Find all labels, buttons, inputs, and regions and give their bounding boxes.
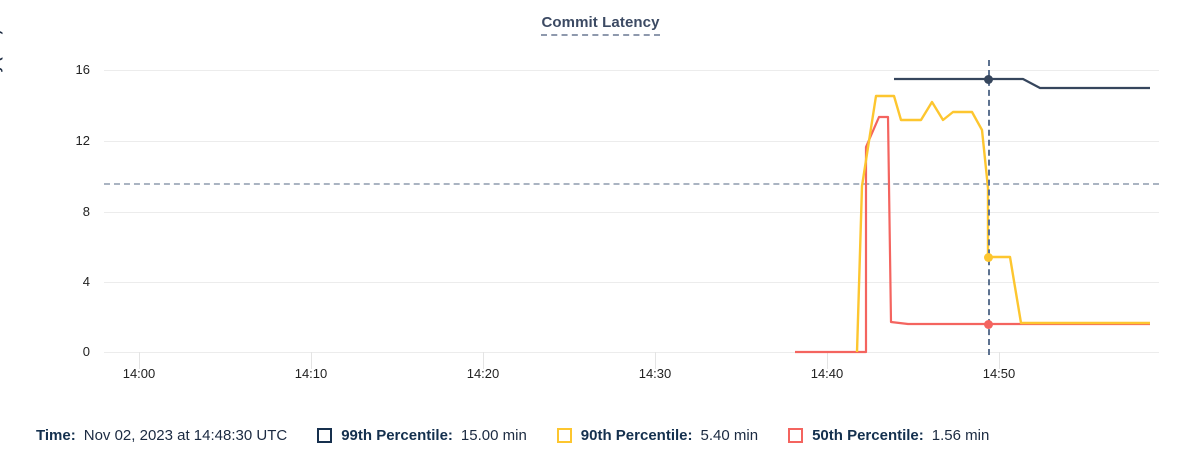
legend-value-90th: 5.40 min (700, 426, 759, 444)
legend-item-90th[interactable]: 90th Percentile: 5.40 min (556, 426, 759, 444)
series-plot (795, 77, 1150, 354)
marker-dot-50th (983, 319, 993, 329)
x-tick-label-1400: 14:00 (122, 366, 156, 381)
legend-item-50th[interactable]: 50th Percentile: 1.56 min (788, 427, 989, 444)
y-tick-label-16: 16 (75, 62, 90, 77)
y-tick-label-0: 0 (82, 344, 90, 359)
chart-title-text: Commit Latency (541, 14, 660, 36)
legend-value-50th: 1.56 min (931, 426, 990, 444)
gridline-8 (104, 212, 1159, 213)
x-tick-mark-1400 (139, 352, 140, 369)
y-tick-label-8: 8 (82, 204, 90, 219)
gridline-0 (104, 352, 1159, 353)
legend-label-50th: 50th Percentile: (812, 426, 924, 444)
y-tick-label-4: 4 (82, 274, 90, 289)
legend-swatch-50th-icon (788, 427, 804, 443)
x-tick-label-1410: 14:10 (294, 366, 328, 381)
marker-dot-99th (983, 74, 993, 84)
x-tick-label-1450: 14:50 (982, 366, 1016, 381)
gridline-16 (104, 70, 1159, 71)
gridline-12 (104, 141, 1159, 142)
legend-item-99th[interactable]: 99th Percentile: 15.00 min (317, 427, 527, 444)
x-tick-mark-1440 (827, 352, 828, 369)
legend-label-90th: 90th Percentile: (580, 426, 693, 444)
legend-value-99th: 15.00 min (460, 426, 527, 444)
y-tick-label-12: 12 (75, 133, 90, 148)
series-line-50th (795, 115, 1150, 354)
x-tick-mark-1410 (311, 352, 312, 369)
x-tick-mark-1430 (655, 352, 656, 369)
x-tick-label-1430: 14:30 (638, 366, 672, 381)
page-title: Commit Latency (0, 14, 1201, 36)
x-tick-label-1440: 14:40 (810, 366, 844, 381)
x-tick-mark-1450 (999, 352, 1000, 369)
x-tick-mark-1420 (483, 352, 484, 369)
gridline-4 (104, 282, 1159, 283)
series-line-99th (894, 77, 1150, 90)
legend-swatch-90th-icon (556, 427, 572, 443)
legend-swatch-99th-icon (317, 427, 333, 443)
series-line-90th (855, 94, 1150, 353)
chart-footer: Time: Nov 02, 2023 at 14:48:30 UTC 99th … (0, 412, 1201, 458)
crosshair-line (988, 60, 990, 355)
time-label: Time: (36, 426, 76, 444)
threshold-line (104, 183, 1159, 185)
marker-dot-90th (983, 252, 993, 262)
x-tick-label-1420: 14:20 (466, 366, 500, 381)
plot-wrapper: latency (min) 16 12 8 4 0 14:00 14:10 14… (0, 30, 1159, 381)
time-value: Nov 02, 2023 at 14:48:30 UTC (83, 426, 288, 444)
time-readout: Time: Nov 02, 2023 at 14:48:30 UTC (36, 427, 287, 444)
legend-label-99th: 99th Percentile: (341, 426, 453, 444)
